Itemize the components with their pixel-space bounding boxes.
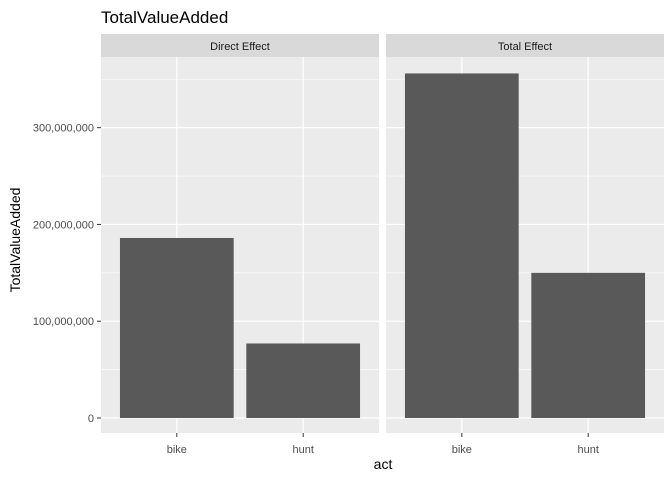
y-axis: 0 100,000,000 200,000,000 300,000,000 <box>33 123 101 425</box>
bar-hunt <box>246 343 361 418</box>
facet-strip <box>101 34 379 57</box>
y-tick-label: 0 <box>88 413 94 425</box>
x-tick-label: hunt <box>577 444 598 456</box>
bar-bike <box>404 73 519 418</box>
facet-panel: Total Effect bike hunt <box>386 34 664 456</box>
facet-strip <box>386 34 664 57</box>
x-tick-label: bike <box>167 444 187 456</box>
facet-panels: Direct Effect bike hunt Total Effect bike hun… <box>101 34 664 456</box>
facet-label: Total Effect <box>498 41 552 53</box>
x-tick-label: bike <box>452 444 472 456</box>
bar-hunt <box>531 272 646 418</box>
x-axis-title: act <box>374 456 393 472</box>
facet-label: Direct Effect <box>210 41 270 53</box>
y-axis-title: TotalValueAdded <box>7 188 23 293</box>
y-tick-label: 300,000,000 <box>33 123 94 135</box>
chart-title: TotalValueAdded <box>101 8 228 27</box>
x-tick-label: hunt <box>292 444 313 456</box>
y-tick-label: 100,000,000 <box>33 316 94 328</box>
facet-panel: Direct Effect bike hunt <box>101 34 379 456</box>
y-tick-label: 200,000,000 <box>33 219 94 231</box>
bar-bike <box>119 237 234 418</box>
